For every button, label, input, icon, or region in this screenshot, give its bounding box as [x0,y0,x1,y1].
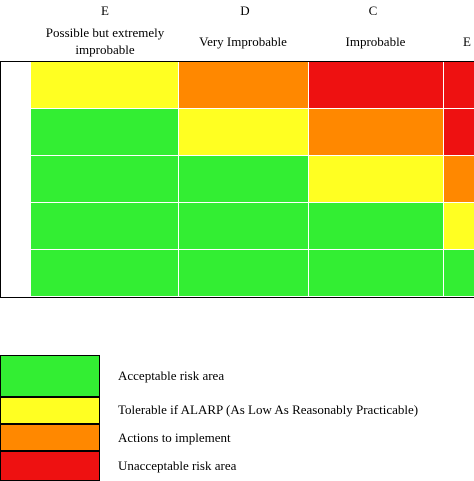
legend-label-unacceptable: Unacceptable risk area [118,458,237,473]
column-heading-e-line2: improbable [75,42,135,57]
legend-swatch-yellow [0,397,100,424]
risk-cell-r5-c1 [31,250,179,297]
risk-cell-r4-c3 [309,203,444,250]
risk-cell-r4-c4 [444,203,474,250]
legend-swatch-orange [0,424,100,451]
column-letter-d: D [240,3,250,18]
legend-label-actions: Actions to implement [118,430,231,445]
risk-cell-r2-c4 [444,109,474,156]
risk-cell-r2-c2 [179,109,309,156]
risk-cell-r3-c2 [179,156,309,203]
legend-label-tolerable: Tolerable if ALARP (As Low As Reasonably… [118,402,419,417]
column-heading-c: Improbable [345,34,406,49]
risk-cell-r1-c4 [444,62,474,109]
column-letter-c: C [368,3,378,18]
risk-cell-r5-c4 [444,250,474,297]
column-heading-e-line1: Possible but extremely [45,25,165,40]
legend-swatch-green [0,355,100,397]
risk-cell-r1-c2 [179,62,309,109]
risk-cell-r5-c3 [309,250,444,297]
risk-cell-r3-c4 [444,156,474,203]
legend-label-acceptable: Acceptable risk area [118,368,225,383]
risk-cell-r5-c2 [179,250,309,297]
column-heading-d: Very Improbable [199,34,287,49]
risk-cell-r3-c1 [31,156,179,203]
risk-cell-r4-c1 [31,203,179,250]
risk-cell-r2-c3 [309,109,444,156]
risk-matrix [0,61,474,298]
risk-cell-r1-c1 [31,62,179,109]
risk-cell-r4-c2 [179,203,309,250]
risk-cell-r3-c3 [309,156,444,203]
column-letter-e: E [101,3,109,18]
risk-cell-r2-c1 [31,109,179,156]
risk-cell-r1-c3 [309,62,444,109]
column-heading-b-partial: E [463,34,471,49]
legend-swatch-red [0,451,100,481]
column-heading-e: Possible but extremely improbable [30,24,180,58]
